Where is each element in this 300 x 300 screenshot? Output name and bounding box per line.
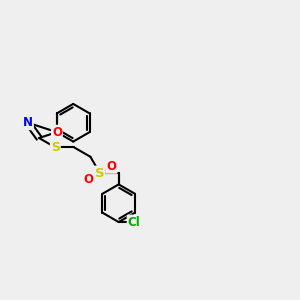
Text: S: S <box>51 141 60 154</box>
Text: O: O <box>83 173 93 186</box>
Text: O: O <box>52 126 62 139</box>
Text: N: N <box>23 116 33 129</box>
Text: S: S <box>95 167 105 180</box>
Text: O: O <box>106 160 117 173</box>
Text: Cl: Cl <box>128 216 140 229</box>
